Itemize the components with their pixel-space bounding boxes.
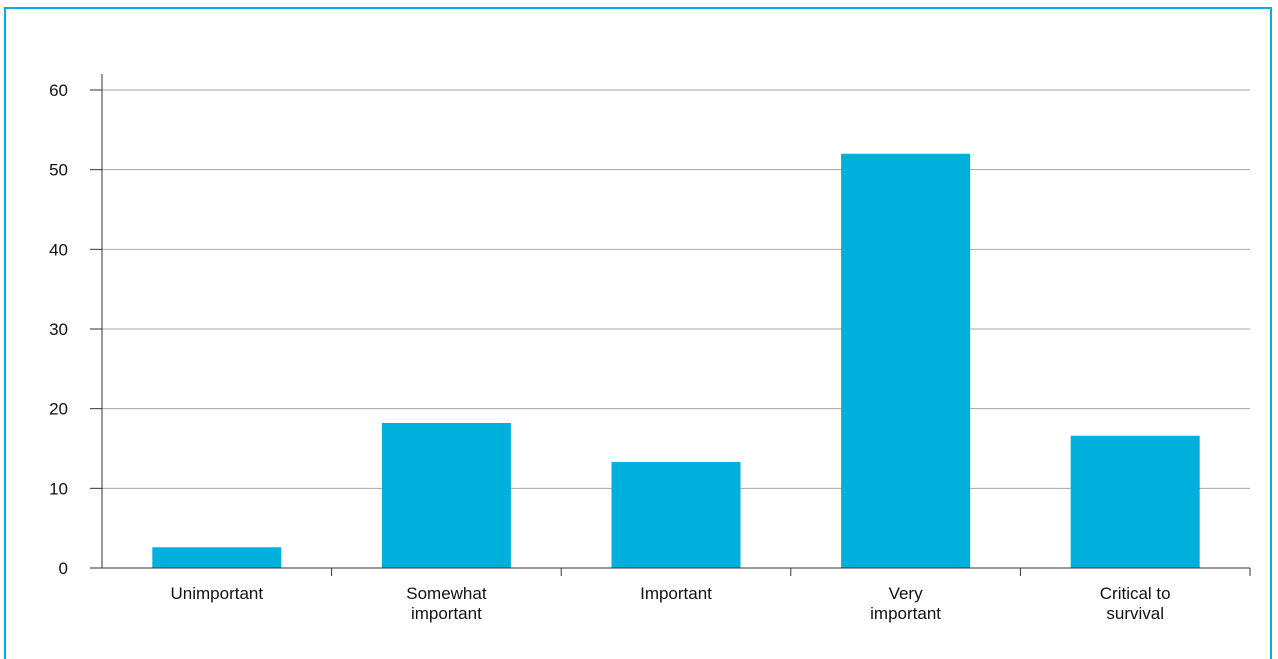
bar-unimportant bbox=[152, 547, 282, 568]
y-tick-label: 40 bbox=[49, 240, 68, 259]
x-category-label: Very important bbox=[870, 584, 941, 623]
y-tick-label: 60 bbox=[49, 81, 68, 100]
chart-frame bbox=[4, 7, 1272, 659]
labels: 0 10 20 30 40 50 60 Unimportant Somewhat importan… bbox=[49, 81, 1171, 623]
y-tick-label: 50 bbox=[49, 161, 68, 180]
bar-important bbox=[611, 462, 741, 568]
y-tick-label: 0 bbox=[59, 559, 68, 578]
bar-very-important bbox=[841, 153, 971, 568]
y-tick-label: 10 bbox=[49, 479, 68, 498]
bar-critical-to-survival bbox=[1070, 435, 1200, 568]
x-category-label: Unimportant bbox=[170, 584, 263, 603]
x-category-label: Important bbox=[640, 584, 712, 603]
y-tick-label: 20 bbox=[49, 400, 68, 419]
gridlines bbox=[102, 89, 1250, 489]
x-category-label: Critical to survival bbox=[1100, 584, 1171, 623]
bar-somewhat-important bbox=[381, 423, 511, 568]
y-tick-label: 30 bbox=[49, 320, 68, 339]
bars bbox=[152, 153, 1200, 568]
axes bbox=[90, 74, 1251, 576]
x-category-label: Somewhat important bbox=[406, 584, 487, 623]
